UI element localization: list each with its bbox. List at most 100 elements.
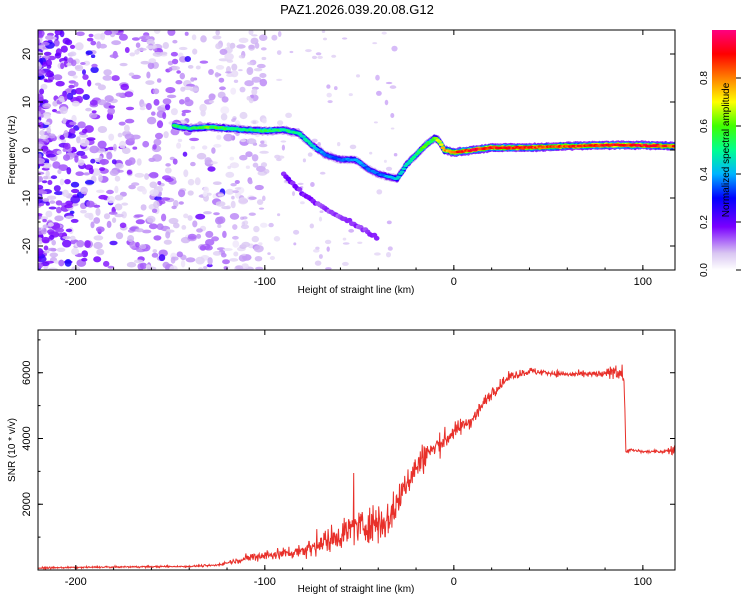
spectrogram-noise-blob — [187, 233, 197, 240]
spectrogram-noise-blob — [84, 240, 91, 248]
spectrogram-noise-blob — [124, 91, 134, 98]
spectrogram-noise-blob — [86, 37, 94, 42]
spectrogram-noise-blob — [70, 181, 80, 188]
spectrogram-noise-blob — [48, 206, 57, 210]
spectrogram-noise-blob — [127, 235, 135, 242]
spectrogram-noise-blob — [259, 73, 267, 78]
colorbar-gradient — [712, 30, 736, 270]
spectrogram-noise-blob — [195, 213, 206, 220]
spectrogram-noise-blob — [246, 96, 252, 101]
spectrogram-noise-blob — [90, 40, 97, 46]
spectrogram-noise-blob — [93, 217, 101, 224]
spectrogram-noise-blob — [66, 62, 73, 67]
spectrogram-noise-blob — [68, 84, 75, 89]
spectrogram-noise-blob — [97, 126, 108, 133]
spectrogram-noise-blob — [280, 140, 287, 143]
spectrogram-noise-blob — [195, 65, 201, 70]
spectrogram-noise-blob — [153, 138, 162, 146]
spectrogram-noise-blob — [240, 216, 245, 220]
spectrogram-noise-blob — [53, 39, 60, 47]
spectrogram-noise-blob — [153, 200, 160, 209]
spectrogram-noise-blob — [56, 247, 66, 252]
spectrogram-noise-blob — [156, 223, 164, 231]
spectrogram-noise-blob — [84, 212, 93, 219]
spectrogram-noise-blob — [231, 195, 235, 200]
spectrogram-noise-blob — [64, 179, 71, 185]
spectrogram-noise-blob — [203, 186, 210, 194]
spectrogram-noise-blob — [64, 204, 73, 209]
spectrogram-noise-blob — [318, 254, 323, 259]
spectrogram-noise-blob — [55, 200, 63, 206]
spectrogram-noise-blob — [38, 119, 41, 123]
spectrogram-noise-blob — [43, 78, 48, 83]
spectrogram-noise-blob — [60, 62, 65, 70]
spectrogram-noise-blob — [108, 211, 118, 215]
spectrogram-noise-blob — [140, 60, 150, 65]
spectrogram-noise-blob — [125, 106, 135, 111]
snr-line — [38, 364, 675, 570]
spectrogram-noise-blob — [195, 256, 205, 265]
spectrogram-noise-blob — [238, 197, 248, 205]
spectrogram-noise-blob — [38, 248, 44, 256]
snr-y-label: SNR (10 * v/v) — [7, 418, 18, 482]
spectrogram-noise-blob — [129, 52, 136, 57]
spectrogram-noise-blob — [208, 93, 216, 101]
spectrogram-noise-blob — [38, 184, 44, 190]
spectrogram-noise-blob — [79, 138, 90, 147]
spectrogram-noise-blob — [252, 162, 259, 168]
spectrogram-noise-blob — [255, 266, 264, 270]
spectrogram-noise-blob — [40, 41, 50, 46]
spectrogram-noise-blob — [162, 112, 167, 120]
spectrogram-noise-blob — [259, 78, 268, 87]
spectrogram-noise-blob — [348, 228, 355, 233]
spectrogram-noise-blob — [152, 144, 157, 150]
spectrogram-noise-blob — [99, 158, 109, 165]
spectrogram-noise-blob — [387, 246, 393, 251]
spectrogram-noise-blob — [115, 92, 124, 97]
spectrogram-noise-blob — [375, 74, 380, 81]
colorbar-tick-label: 0.4 — [699, 167, 710, 181]
ridge-cell — [418, 148, 424, 152]
spectrogram-noise-blob — [111, 40, 121, 46]
spectrogram-noise-blob — [260, 162, 268, 168]
spectrogram-noise-blob — [229, 162, 240, 169]
spectrogram-noise-blob — [311, 55, 318, 60]
spectrogram-noise-blob — [324, 239, 332, 245]
spectrogram-noise-blob — [205, 230, 214, 238]
spectrogram-noise-blob — [68, 80, 77, 84]
spectrogram-noise-blob — [218, 77, 225, 83]
spectrogram-noise-blob — [165, 163, 171, 167]
spectrogram-noise-blob — [38, 153, 42, 159]
spectrogram-noise-blob — [215, 65, 225, 70]
spectrogram-noise-blob — [120, 83, 129, 91]
spectrogram-noise-blob — [148, 172, 158, 178]
spectrogram-noise-blob — [70, 59, 77, 67]
spectrogram-noise-blob — [119, 222, 127, 229]
spectrogram-noise-blob — [170, 51, 178, 57]
spectrogram-noise-blob — [190, 77, 195, 82]
spectrogram-noise-blob — [81, 257, 88, 262]
spectrogram-noise-blob — [62, 117, 67, 125]
spectrogram-noise-blob — [135, 241, 140, 248]
spectrogram-noise-blob — [190, 145, 196, 150]
spectrogram-noise-blob — [81, 128, 88, 134]
spectrogram-noise-blob — [211, 236, 220, 242]
spectrogram-noise-blob — [238, 37, 249, 43]
spectrogram-noise-blob — [309, 223, 314, 229]
snr-x-label: Height of straight line (km) — [298, 584, 415, 595]
spectrogram-noise-blob — [95, 226, 105, 233]
spectrogram-noise-blob — [233, 117, 237, 121]
spectrogram-noise-blob — [134, 172, 145, 178]
spectrogram-secondary-branch — [280, 171, 380, 241]
spectrogram-noise-blob — [74, 155, 79, 163]
ridge-cell — [396, 175, 402, 179]
spectrogram-noise-blob — [57, 169, 62, 175]
spectrogram-noise-blob — [230, 183, 237, 187]
spectrogram-noise-blob — [230, 200, 236, 209]
spectrogram-noise-blob — [85, 50, 93, 55]
spectrogram-noise-blob — [155, 132, 163, 140]
spectrogram-noise-blob — [104, 95, 114, 103]
spectrogram-noise-blob — [96, 189, 105, 193]
spectrogram-noise-blob — [66, 133, 76, 139]
